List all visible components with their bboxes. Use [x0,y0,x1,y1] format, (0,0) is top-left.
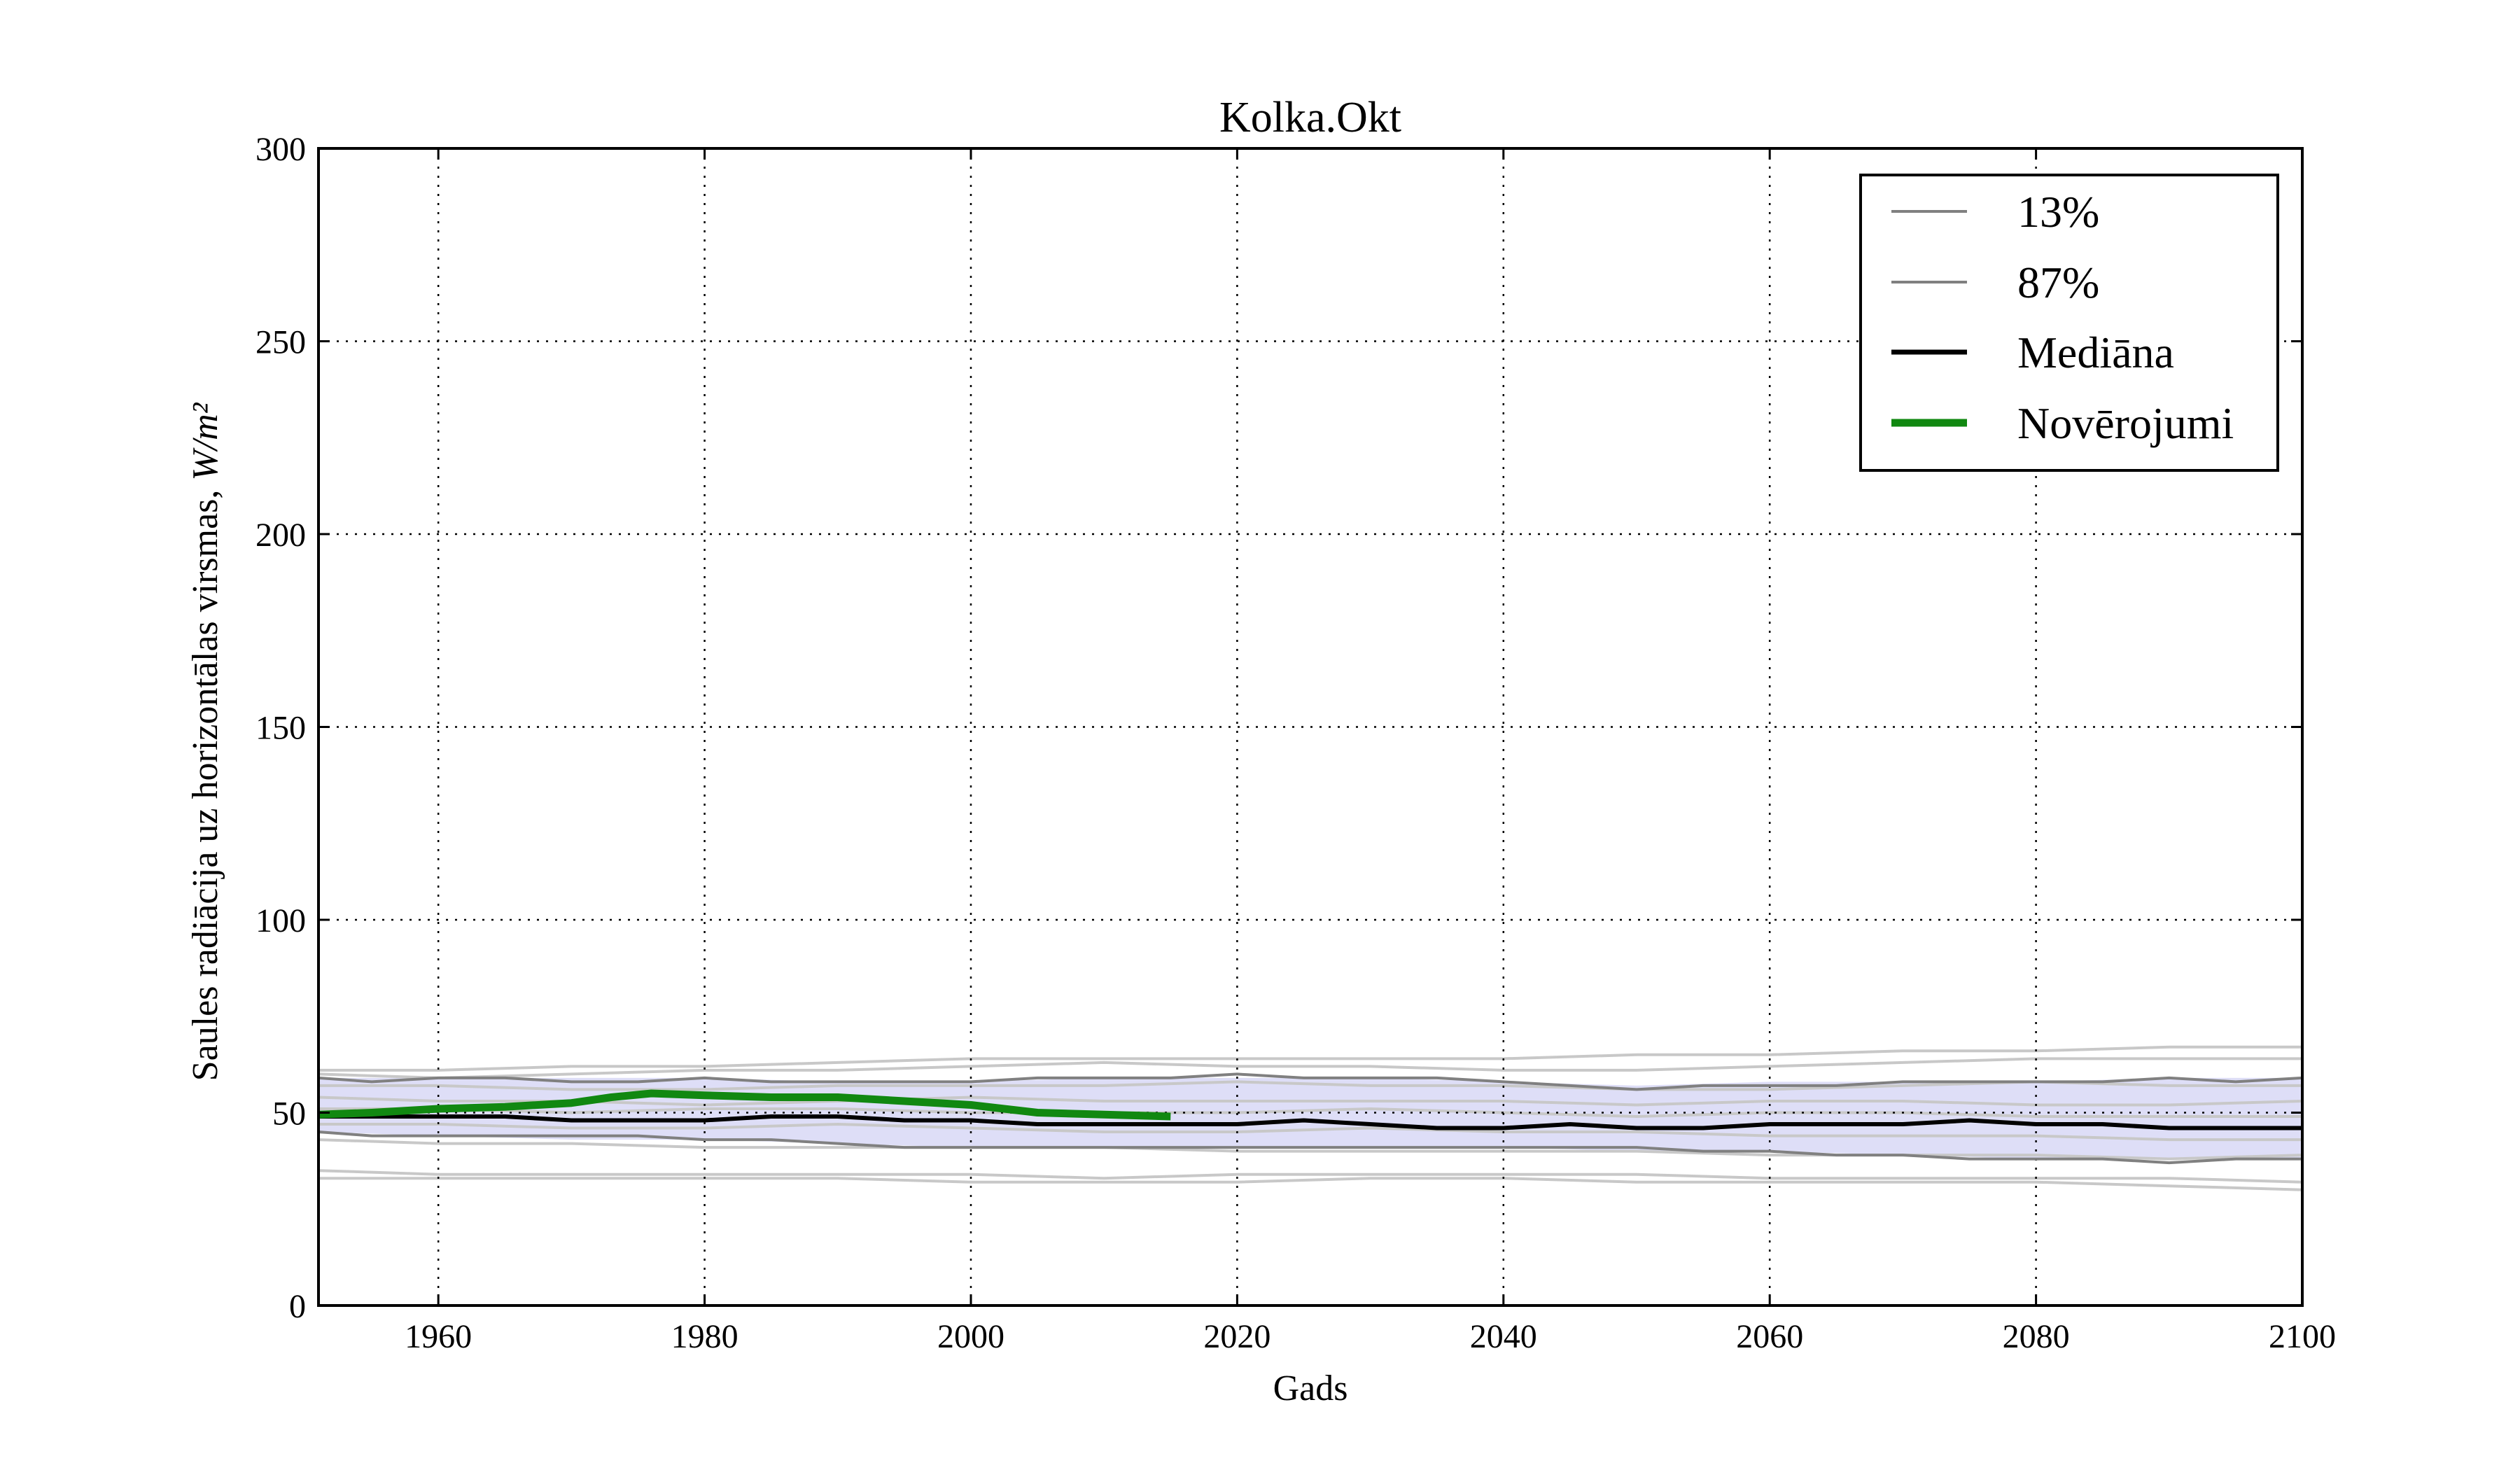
legend-label-87: 87% [2017,258,2099,307]
ensemble-line-9 [318,1177,2303,1191]
x-tick-label-1980: 1980 [671,1318,738,1355]
y-tick-label-50: 50 [272,1096,306,1133]
axis-ticks: 1960 1980 2000 2020 2040 2060 2080 2100 0 50 100 15… [255,131,2336,1355]
x-tick-label-1960: 1960 [405,1318,472,1355]
legend-label-mediana: Mediāna [2017,328,2174,377]
legend-label-13: 13% [2017,187,2099,237]
legend: 13% 87% Mediāna Novērojumi [1859,174,2279,472]
ensemble-line-3 [318,1080,2302,1091]
x-tick-label-2040: 2040 [1470,1318,1537,1355]
y-tick-label-0: 0 [289,1288,306,1325]
ensemble-line-1 [318,1045,2302,1072]
series-87-line [318,1072,2303,1091]
y-tick-label-300: 300 [255,131,306,168]
x-tick-label-2100: 2100 [2269,1318,2336,1355]
ensemble-line-8 [318,1169,2303,1184]
legend-label-noverojumi: Novērojumi [2017,398,2234,448]
y-axis-label: Saules radiācija uz horizontālas virsmas… [186,402,225,1081]
x-tick-label-2080: 2080 [2003,1318,2070,1355]
x-tick-label-2060: 2060 [1736,1318,1803,1355]
x-axis-label: Gads [1273,1368,1348,1408]
series-mediana-line [318,1114,2302,1130]
series-13-line [318,1130,2302,1165]
y-tick-label-150: 150 [255,710,306,747]
ensemble-line-7 [318,1138,2303,1161]
y-tick-label-100: 100 [255,902,306,939]
x-tick-label-2020: 2020 [1203,1318,1270,1355]
series-noverojumi-line [318,1089,1171,1121]
ensemble-line-2 [318,1057,2302,1079]
y-axis-label-text: Saules radiācija uz horizontālas virsmas… [186,481,225,1082]
y-axis-unit: W/m² [186,402,225,480]
ensemble-line-4 [318,1096,2303,1107]
ensemble-line-6 [318,1123,2302,1142]
chart-title: Kolka.Okt [1219,94,1401,141]
y-tick-label-200: 200 [255,517,306,554]
plot-area [318,148,2303,1306]
ensemble-line-5 [318,1107,2302,1118]
x-tick-label-2000: 2000 [937,1318,1004,1355]
y-tick-label-250: 250 [255,324,306,361]
